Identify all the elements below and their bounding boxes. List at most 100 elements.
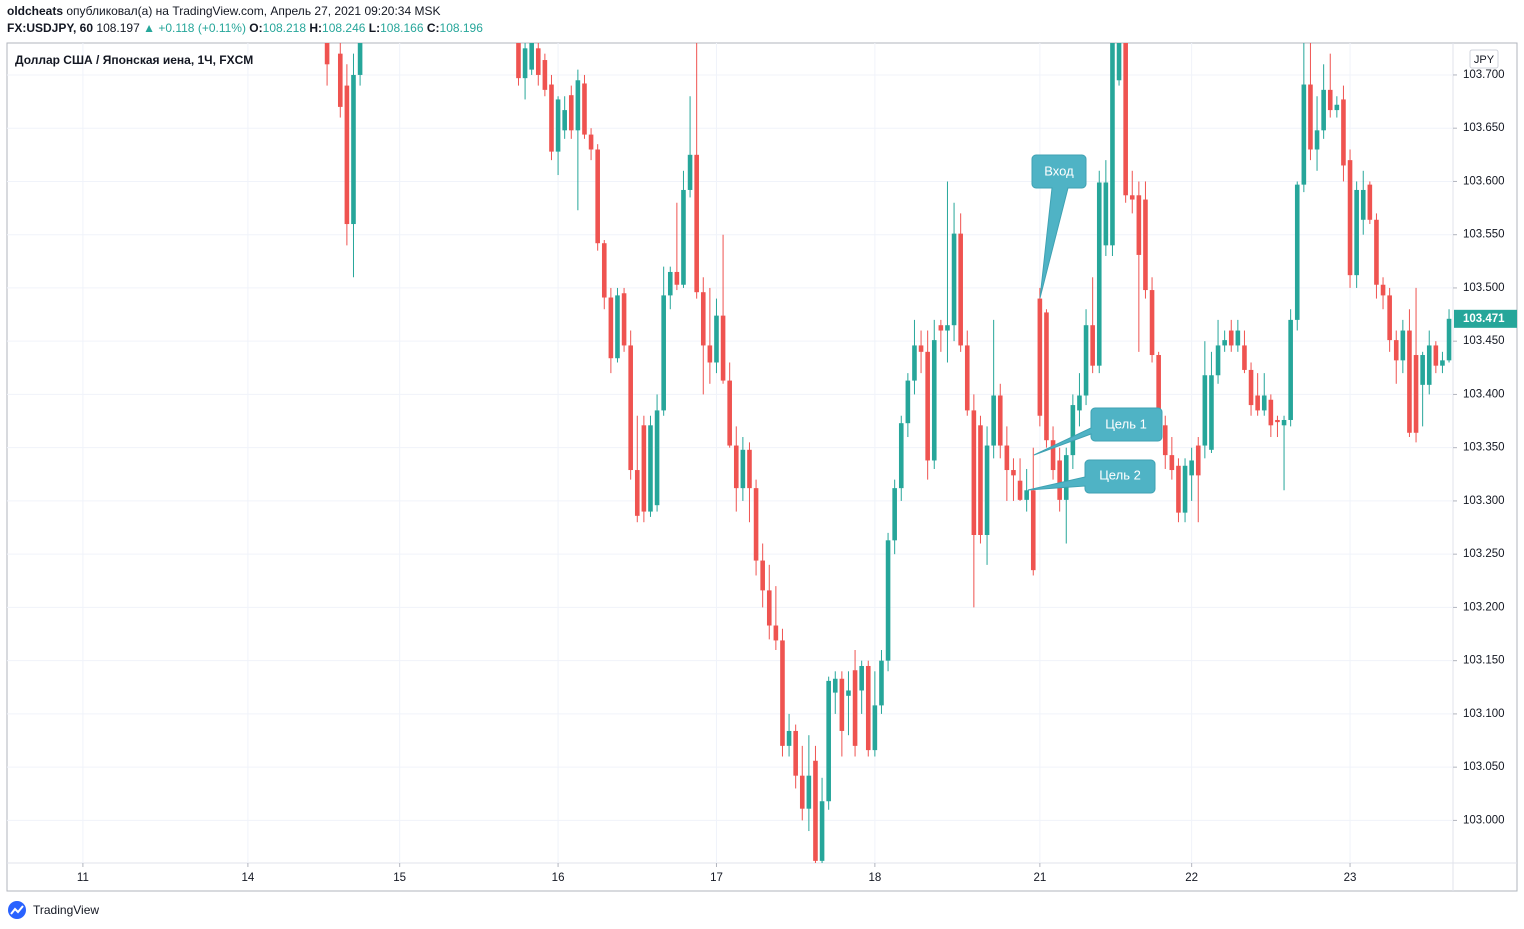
candle-body — [1426, 345, 1432, 385]
candle-body — [535, 48, 541, 75]
candle-body — [601, 243, 607, 298]
annotation: Цель 2 — [1027, 459, 1156, 494]
candle-body — [634, 470, 640, 516]
candle-body — [337, 53, 343, 107]
change: ▲ +0.118 (+0.11%) — [143, 21, 246, 35]
y-tick-label: 103.350 — [1463, 442, 1505, 454]
y-tick-label: 103.400 — [1463, 388, 1505, 400]
candle-body — [806, 775, 812, 809]
candle-body — [1176, 465, 1181, 513]
candle-body — [885, 540, 891, 661]
candle-body — [1255, 395, 1260, 411]
candle-body — [951, 233, 957, 326]
candle-body — [1387, 295, 1392, 341]
candle-body — [357, 43, 363, 75]
y-tick-label: 103.500 — [1463, 282, 1505, 294]
candle-body — [898, 423, 904, 489]
last-price-label: 103.471 — [1463, 313, 1505, 325]
candle-body — [1360, 189, 1366, 220]
ohlc-value: 108.166 — [380, 21, 424, 35]
chart-frame — [6, 42, 1518, 892]
y-tick-label: 103.700 — [1463, 69, 1505, 81]
candle-body — [1301, 84, 1307, 185]
candle-body — [1294, 184, 1300, 320]
candle-body — [733, 445, 739, 489]
ohlc-label: C: — [427, 21, 440, 35]
candle-body — [832, 678, 838, 693]
candle-body — [912, 345, 917, 381]
candle-body — [964, 345, 970, 411]
candle-body — [1083, 325, 1089, 396]
candle-body — [1308, 84, 1313, 150]
candle-body — [879, 660, 884, 706]
candle-body — [1275, 419, 1280, 423]
candle-body — [351, 74, 356, 225]
ohlc-value: 108.196 — [440, 21, 484, 35]
candle-body — [1407, 330, 1412, 433]
candle-body — [1314, 130, 1320, 150]
candle-body — [1209, 375, 1214, 450]
candle-body — [931, 340, 937, 461]
candle-body — [667, 271, 673, 296]
candle-body — [1248, 369, 1254, 406]
candle-body — [1136, 195, 1142, 255]
candle-body — [773, 625, 779, 641]
candle-body — [555, 99, 561, 152]
last-price-tag — [1454, 309, 1517, 328]
candle-body — [529, 43, 534, 70]
candle-body — [799, 775, 805, 809]
candle-body — [793, 730, 798, 776]
x-tick-label: 15 — [393, 872, 406, 884]
candle-body — [997, 395, 1003, 446]
x-tick-label: 17 — [710, 872, 723, 884]
logo: TradingView — [8, 901, 99, 919]
y-tick-label: 103.100 — [1463, 708, 1505, 720]
candle-body — [971, 410, 977, 535]
candle-body — [588, 134, 594, 150]
ohlc-label: H: — [309, 21, 322, 35]
candle-body — [925, 351, 930, 461]
currency-box — [1469, 49, 1499, 69]
candle-body — [747, 449, 752, 489]
candle-body — [813, 760, 818, 861]
y-tick-label: 103.050 — [1463, 761, 1505, 773]
y-tick-label: 103.600 — [1463, 175, 1505, 187]
currency: JPY — [1474, 54, 1495, 66]
candle-body — [1156, 355, 1161, 426]
x-tick-label: 21 — [1033, 872, 1046, 884]
candle-body — [1347, 160, 1353, 276]
ohlc-label: O: — [249, 21, 262, 35]
candle-body — [1195, 445, 1201, 476]
chart-title: Доллар США / Японская иена, 1Ч, FXCM — [15, 53, 253, 67]
y-tick-label: 103.000 — [1463, 814, 1505, 826]
candle-body — [1222, 340, 1227, 346]
candle-body — [621, 293, 627, 346]
candle-body — [839, 678, 845, 731]
y-tick-label: 103.450 — [1463, 335, 1505, 347]
candle-body — [1123, 43, 1128, 196]
candle-body — [978, 425, 983, 535]
candle-body — [786, 730, 792, 746]
candle-body — [1380, 284, 1386, 296]
candle-body — [1288, 319, 1293, 420]
candle-body — [1162, 425, 1168, 456]
grid — [7, 43, 1453, 863]
candle-body — [522, 48, 528, 79]
candle-body — [1242, 345, 1247, 370]
candle-body — [608, 297, 614, 359]
candle-body — [1374, 219, 1379, 285]
candle-body — [542, 60, 548, 90]
price: 108.197 — [96, 21, 140, 35]
candle-body — [826, 680, 831, 802]
candle-body — [1413, 355, 1419, 433]
published: опубликовал(а) на TradingView.com, Апрел… — [66, 4, 440, 18]
candle-body — [1096, 182, 1102, 366]
candle-body — [714, 315, 719, 363]
candle-body — [674, 271, 680, 285]
candle-body — [694, 154, 699, 293]
candle-body — [984, 445, 990, 535]
candle-body — [1334, 104, 1340, 111]
candle-body — [648, 425, 653, 512]
candle-body — [958, 233, 963, 346]
